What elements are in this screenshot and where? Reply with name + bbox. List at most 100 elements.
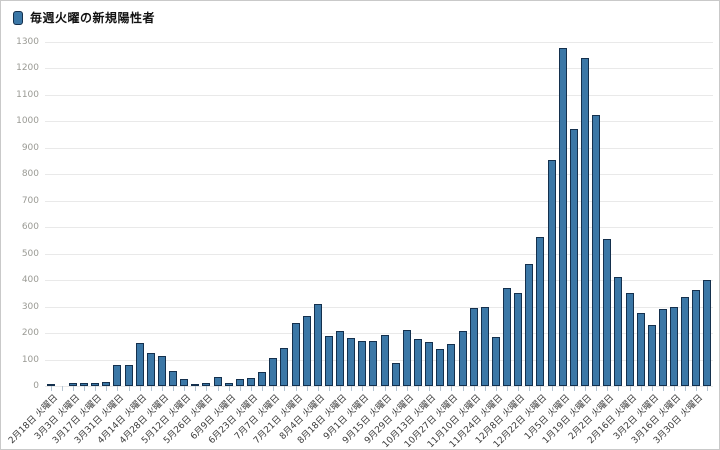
bar[interactable] — [413, 339, 422, 386]
y-axis-tick-label: 500 — [21, 248, 39, 259]
bar[interactable] — [625, 293, 634, 386]
bar[interactable] — [425, 342, 434, 386]
bar[interactable] — [514, 292, 523, 386]
bar[interactable] — [681, 296, 690, 386]
bar[interactable] — [146, 353, 155, 386]
y-axis-tick-label: 200 — [21, 328, 39, 339]
bar[interactable] — [703, 280, 712, 386]
bar[interactable] — [235, 378, 244, 386]
bar[interactable] — [580, 57, 589, 386]
bar[interactable] — [369, 341, 378, 386]
x-axis-tick — [340, 386, 342, 391]
x-axis-tick — [685, 386, 687, 391]
bar[interactable] — [91, 382, 100, 386]
x-axis-tick — [50, 386, 52, 391]
bar[interactable] — [191, 384, 200, 386]
bar[interactable] — [124, 364, 133, 386]
bar[interactable] — [347, 337, 356, 386]
y-axis-tick-label: 400 — [21, 275, 39, 286]
bar[interactable] — [692, 289, 701, 386]
bar[interactable] — [525, 264, 534, 386]
x-axis-tick — [83, 386, 85, 391]
x-axis-tick — [640, 386, 642, 391]
x-axis-tick — [195, 386, 197, 391]
bar[interactable] — [113, 365, 122, 386]
bar[interactable] — [79, 382, 88, 386]
bar[interactable] — [614, 276, 623, 386]
bar[interactable] — [68, 382, 77, 386]
bar[interactable] — [391, 362, 400, 386]
bar[interactable] — [169, 370, 178, 386]
x-axis-tick — [295, 386, 297, 391]
bar[interactable] — [491, 336, 500, 386]
x-axis-tick — [440, 386, 442, 391]
bar[interactable] — [336, 331, 345, 386]
bar[interactable] — [224, 382, 233, 386]
bar[interactable] — [647, 324, 656, 386]
bar[interactable] — [46, 384, 55, 386]
bar[interactable] — [313, 304, 322, 386]
x-axis-tick — [674, 386, 676, 391]
bar[interactable] — [258, 371, 267, 386]
bar[interactable] — [658, 309, 667, 386]
x-axis-tick — [106, 386, 108, 391]
gridline — [45, 359, 713, 361]
bar[interactable] — [603, 238, 612, 386]
bar[interactable] — [547, 159, 556, 386]
bar[interactable] — [436, 349, 445, 386]
x-axis-tick — [429, 386, 431, 391]
bar[interactable] — [135, 343, 144, 386]
bar[interactable] — [558, 47, 567, 386]
x-axis-tick — [451, 386, 453, 391]
bar[interactable] — [536, 237, 545, 386]
bar[interactable] — [302, 315, 311, 386]
x-axis-tick — [707, 386, 709, 391]
x-axis-tick — [139, 386, 141, 391]
bar[interactable] — [180, 378, 189, 386]
bar[interactable] — [291, 323, 300, 386]
bar[interactable] — [324, 336, 333, 386]
y-axis-tick-label: 0 — [33, 381, 39, 391]
bar[interactable] — [469, 308, 478, 386]
x-axis-tick — [362, 386, 364, 391]
bar[interactable] — [480, 307, 489, 386]
bar[interactable] — [269, 357, 278, 386]
x-axis-tick — [529, 386, 531, 391]
x-axis-tick — [417, 386, 419, 391]
x-axis-tick — [573, 386, 575, 391]
bar[interactable] — [503, 287, 512, 386]
x-axis-tick — [473, 386, 475, 391]
gridline — [45, 227, 713, 229]
y-axis-tick-label: 600 — [21, 222, 39, 233]
bar[interactable] — [157, 356, 166, 386]
bar[interactable] — [592, 114, 601, 386]
bar[interactable] — [358, 341, 367, 386]
y-axis-tick-label: 900 — [21, 142, 39, 153]
bar[interactable] — [458, 330, 467, 386]
x-axis-tick — [662, 386, 664, 391]
legend-item[interactable]: 毎週火曜の新規陽性者 — [13, 9, 155, 26]
x-axis-tick — [495, 386, 497, 391]
x-axis-tick — [562, 386, 564, 391]
y-axis-tick-label: 1100 — [16, 89, 39, 100]
bar[interactable] — [202, 383, 211, 386]
bar[interactable] — [636, 313, 645, 386]
x-axis-tick — [173, 386, 175, 391]
x-axis-tick — [273, 386, 275, 391]
bar[interactable] — [380, 335, 389, 386]
bar[interactable] — [569, 129, 578, 386]
x-axis-tick — [95, 386, 97, 391]
y-axis-tick-label: 700 — [21, 195, 39, 206]
bar[interactable] — [670, 306, 679, 386]
bar[interactable] — [246, 377, 255, 386]
bar[interactable] — [213, 377, 222, 386]
y-axis-tick-label: 1000 — [16, 116, 39, 127]
bar[interactable] — [447, 344, 456, 386]
bar[interactable] — [402, 329, 411, 386]
gridline — [45, 253, 713, 255]
x-axis-tick — [507, 386, 509, 391]
bar[interactable] — [102, 381, 111, 386]
x-axis-tick — [696, 386, 698, 391]
bar[interactable] — [280, 348, 289, 386]
